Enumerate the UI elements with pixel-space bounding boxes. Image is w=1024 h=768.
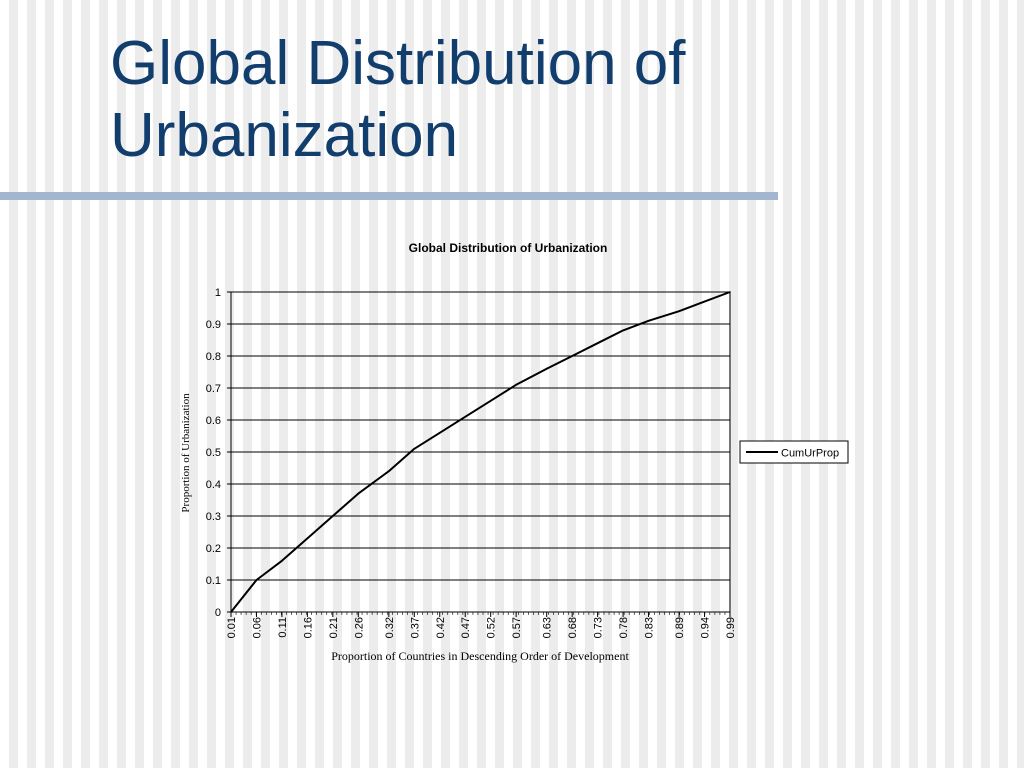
data-point xyxy=(255,579,258,581)
x-tick-label: 0.26 xyxy=(353,617,365,638)
data-point xyxy=(388,470,390,473)
data-point xyxy=(230,611,232,613)
data-point xyxy=(678,310,680,313)
data-point xyxy=(647,320,650,322)
y-tick-label: 1 xyxy=(215,287,221,299)
series-group xyxy=(230,291,731,613)
slide-title-line-2: Urbanization xyxy=(110,101,459,170)
data-point xyxy=(596,342,599,345)
x-tick-label: 0.57 xyxy=(511,617,523,638)
y-tick-label: 0.3 xyxy=(206,511,221,523)
x-tick-label: 0.32 xyxy=(384,617,396,638)
y-tick-label: 0.2 xyxy=(206,543,221,555)
x-tick-label: 0.94 xyxy=(700,617,712,638)
x-tick-label: 0.16 xyxy=(302,617,314,638)
title-divider xyxy=(0,192,778,200)
y-tick-label: 0.8 xyxy=(206,351,221,363)
data-point xyxy=(622,329,624,332)
y-axis-label: Proportion of Urbanization xyxy=(180,393,192,513)
x-tick-label: 0.06 xyxy=(251,617,263,638)
data-point xyxy=(545,368,548,370)
x-tick-label: 0.78 xyxy=(618,617,630,638)
y-tick-label: 0.7 xyxy=(206,383,221,395)
data-point xyxy=(571,355,573,357)
y-tick-label: 0.5 xyxy=(206,447,221,459)
legend-label: CumUrProp xyxy=(781,448,839,460)
data-point xyxy=(306,537,309,540)
x-axis: 0.01 0.06 0.11 0.16 0.21 0.26 0.32 0.37 0.42 0.47… xyxy=(226,292,737,638)
x-tick-label: 0.47 xyxy=(460,617,472,638)
x-tick-label: 0.52 xyxy=(486,617,498,638)
data-point xyxy=(515,384,517,386)
x-tick-label: 0.01 xyxy=(226,617,238,638)
data-point xyxy=(357,492,360,495)
data-point xyxy=(438,432,441,434)
slide-title-line-1: Global Distribution of xyxy=(110,29,686,98)
x-tick-label: 0.37 xyxy=(409,617,421,638)
chart-title: Global Distribution of Urbanization xyxy=(409,241,608,255)
y-tick-label: 0 xyxy=(215,607,221,619)
legend-box xyxy=(739,440,849,464)
x-tick-label: 0.99 xyxy=(725,617,737,638)
data-point xyxy=(281,560,283,562)
data-point xyxy=(413,448,416,450)
data-point xyxy=(703,300,706,303)
x-tick-label: 0.83 xyxy=(644,617,656,638)
y-tick-label: 0.9 xyxy=(206,319,221,331)
data-point xyxy=(332,515,334,517)
gridlines xyxy=(231,291,730,581)
x-tick-label: 0.68 xyxy=(567,617,579,638)
x-tick-label: 0.63 xyxy=(542,617,554,638)
data-point xyxy=(729,291,731,293)
y-axis: 0 0.1 0.2 0.3 0.4 0.5 0.6 0.7 0.8 0.9 1 xyxy=(206,287,232,619)
x-tick-label: 0.73 xyxy=(593,617,605,638)
x-tick-label: 0.21 xyxy=(328,617,340,638)
data-point xyxy=(489,400,492,402)
data-point xyxy=(464,416,467,418)
x-axis-label: Proportion of Countries in Descending Or… xyxy=(331,649,629,663)
x-tick-label: 0.11 xyxy=(277,617,289,638)
y-tick-label: 0.6 xyxy=(206,415,221,427)
slide-title: Global Distribution of Urbanization xyxy=(110,28,830,172)
legend: CumUrProp xyxy=(739,440,849,464)
x-tick-label: 0.89 xyxy=(674,617,686,638)
y-tick-label: 0.4 xyxy=(206,479,221,491)
y-tick-label: 0.1 xyxy=(206,575,221,587)
series-line-CumUrProp xyxy=(230,291,731,613)
x-tick-label: 0.42 xyxy=(435,617,447,638)
